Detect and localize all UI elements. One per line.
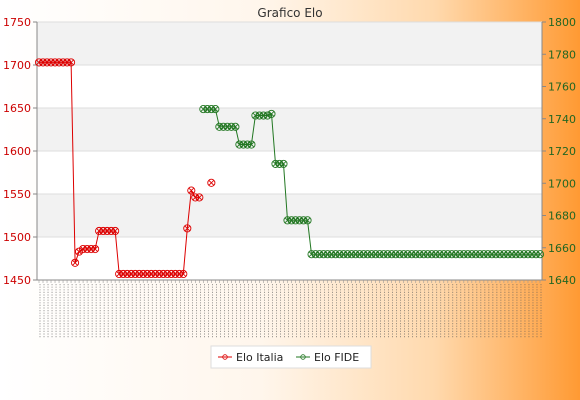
point-marker <box>111 226 120 236</box>
plot-band <box>37 194 542 237</box>
legend-marker <box>300 354 306 360</box>
series-elo-fide <box>199 105 545 259</box>
data-point <box>71 258 80 267</box>
point-marker <box>195 193 204 202</box>
point-marker <box>231 122 240 131</box>
y-right-tick-label: 1640 <box>548 274 576 287</box>
point-cross <box>280 161 287 167</box>
data-point <box>67 58 76 67</box>
point-marker <box>179 269 188 279</box>
y-left-tick-label: 1450 <box>3 274 31 287</box>
plot-band <box>37 65 542 108</box>
series-elo-italia <box>34 58 204 279</box>
point-cross <box>208 180 215 186</box>
data-point <box>179 269 188 279</box>
y-left-tick-label: 1500 <box>3 231 31 244</box>
data-point <box>279 159 288 168</box>
y-left-tick-label: 1550 <box>3 188 31 201</box>
point-cross <box>232 123 239 130</box>
data-point <box>75 247 84 256</box>
data-point <box>183 224 192 233</box>
point-cross <box>304 217 311 224</box>
y-right-tick-label: 1660 <box>548 242 576 255</box>
point-marker <box>183 224 192 233</box>
point-cross <box>268 111 275 117</box>
point-cross <box>112 228 118 234</box>
data-point-extra <box>207 178 216 187</box>
point-cross <box>76 248 82 255</box>
data-point <box>247 140 256 149</box>
y-right-tick-label: 1780 <box>548 48 576 61</box>
data-point <box>267 109 276 118</box>
point-marker <box>267 109 276 118</box>
point-cross <box>68 59 74 66</box>
plot-band <box>37 237 542 280</box>
y-left-tick-label: 1600 <box>3 145 31 158</box>
point-cross <box>184 225 191 232</box>
y-left-tick-label: 1750 <box>3 16 31 29</box>
y-right-tick-label: 1700 <box>548 177 576 190</box>
point-marker <box>91 244 100 254</box>
legend-label: Elo FIDE <box>314 351 359 364</box>
legend-box <box>210 345 372 369</box>
data-point <box>111 226 120 236</box>
data-point <box>535 250 545 259</box>
point-cross <box>537 251 543 258</box>
point-marker <box>535 250 545 259</box>
point-cross <box>180 271 187 277</box>
x-tick-labels <box>38 280 542 338</box>
y-right-tick-label: 1740 <box>548 113 576 126</box>
legend-label: Elo Italia <box>236 351 283 364</box>
plot-band <box>37 22 542 65</box>
point-marker <box>247 140 256 149</box>
data-point <box>303 216 312 225</box>
point-cross <box>196 194 203 201</box>
point-marker <box>187 186 196 195</box>
point-marker <box>263 111 272 120</box>
y-left-tick-label: 1650 <box>3 102 31 115</box>
point-marker <box>211 105 220 114</box>
point-marker <box>75 247 84 256</box>
point-marker <box>279 159 288 168</box>
data-point <box>195 193 204 202</box>
y-right-tick-label: 1800 <box>548 16 576 29</box>
point-cross <box>72 259 78 266</box>
data-point <box>91 244 100 254</box>
plot-band <box>37 108 542 151</box>
point-cross <box>212 106 219 112</box>
data-point <box>187 186 196 195</box>
point-marker <box>67 58 76 67</box>
y-left-tick-label: 1700 <box>3 59 31 72</box>
y-right-tick-label: 1720 <box>548 145 576 158</box>
y-right-tick-label: 1680 <box>548 210 576 223</box>
legend-marker <box>222 354 228 360</box>
point-cross <box>188 187 195 194</box>
data-point <box>211 105 220 114</box>
point-marker <box>71 258 80 267</box>
y-right-tick-label: 1760 <box>548 81 576 94</box>
plot-band <box>37 151 542 194</box>
point-cross <box>248 141 255 148</box>
data-point <box>231 122 240 131</box>
legend: Elo Italia Elo FIDE <box>210 345 372 369</box>
chart-title: Grafico Elo <box>257 6 322 20</box>
point-marker <box>303 216 312 225</box>
point-marker <box>207 178 216 187</box>
point-cross <box>92 246 98 252</box>
